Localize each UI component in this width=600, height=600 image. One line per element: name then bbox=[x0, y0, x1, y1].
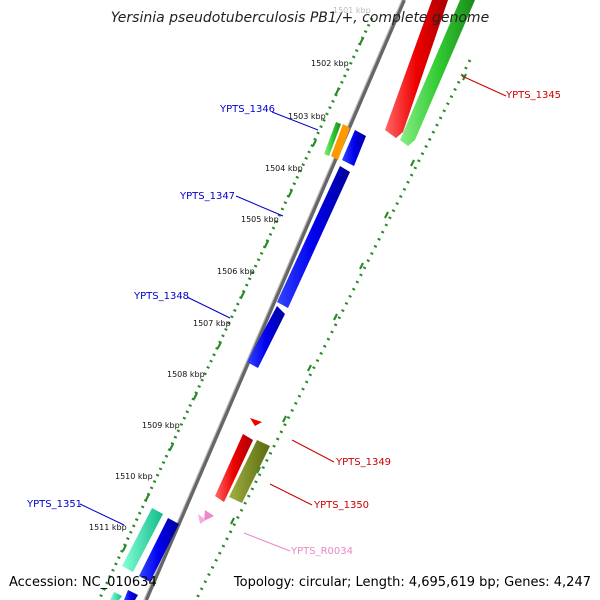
gene-label-ypts-r0034: YPTS_R0034 bbox=[290, 546, 353, 557]
scale-labels: 1501 kbp 1502 kbp 1503 kbp 1504 kbp 1505… bbox=[89, 6, 371, 532]
feature-ypts-1348 bbox=[247, 306, 285, 368]
feature-ypts-1351-blue bbox=[139, 518, 179, 582]
scale-label: 1509 kbp bbox=[142, 421, 180, 430]
scale-label: 1506 kbp bbox=[217, 267, 255, 276]
feature-ypts-1346-orange bbox=[331, 124, 350, 160]
scale-label: 1505 kbp bbox=[241, 215, 279, 224]
scale-label: 1501 kbp bbox=[333, 6, 371, 15]
genome-backbone bbox=[143, 0, 406, 600]
feature-ypts-1345-red bbox=[385, 0, 448, 138]
feature-ypts-1349 bbox=[215, 434, 253, 502]
scale-label: 1510 kbp bbox=[115, 472, 153, 481]
feature-bottom-blue bbox=[124, 590, 138, 600]
feature-ypts-r0034 bbox=[204, 510, 214, 521]
feature-ypts-1345-green bbox=[400, 0, 475, 146]
feature-bottom-teal bbox=[110, 592, 122, 600]
gc-track-dotted bbox=[194, 59, 472, 600]
gene-labels: YPTS_1345 YPTS_1346 YPTS_1347 YPTS_1348 … bbox=[26, 90, 561, 557]
gene-leader-lines bbox=[79, 75, 507, 552]
gene-label-ypts-1349: YPTS_1349 bbox=[335, 457, 391, 468]
scale-label: 1503 kbp bbox=[288, 112, 326, 121]
scale-ticks bbox=[122, 37, 364, 552]
feature-ypts-1346-green bbox=[324, 122, 341, 156]
feature-ypts-1347 bbox=[277, 166, 350, 308]
feature-ypts-1349-head bbox=[250, 418, 262, 426]
feature-ypts-1350 bbox=[229, 440, 270, 503]
feature-ypts-1351-teal bbox=[122, 508, 163, 572]
genome-summary: Topology: circular; Length: 4,695,619 bp… bbox=[233, 575, 591, 590]
scale-label: 1504 kbp bbox=[265, 164, 303, 173]
scale-label: 1508 kbp bbox=[167, 370, 205, 379]
gene-label-ypts-1345: YPTS_1345 bbox=[505, 90, 561, 101]
accession-label: Accession: NC_010634 bbox=[9, 575, 157, 590]
gene-label-ypts-1346: YPTS_1346 bbox=[219, 104, 275, 115]
feature-ypts-1346-blue bbox=[342, 130, 366, 166]
gene-label-ypts-1351: YPTS_1351 bbox=[26, 499, 82, 510]
gene-label-ypts-1350: YPTS_1350 bbox=[313, 500, 369, 511]
scale-label: 1507 kbp bbox=[193, 319, 231, 328]
genome-title: Yersinia pseudotuberculosis PB1/+, compl… bbox=[111, 10, 489, 26]
gene-label-ypts-1348: YPTS_1348 bbox=[133, 291, 189, 302]
feature-ypts-r0034-b bbox=[198, 514, 206, 524]
scale-label: 1502 kbp bbox=[311, 59, 349, 68]
scale-label: 1511 kbp bbox=[89, 523, 127, 532]
gene-label-ypts-1347: YPTS_1347 bbox=[179, 191, 235, 202]
